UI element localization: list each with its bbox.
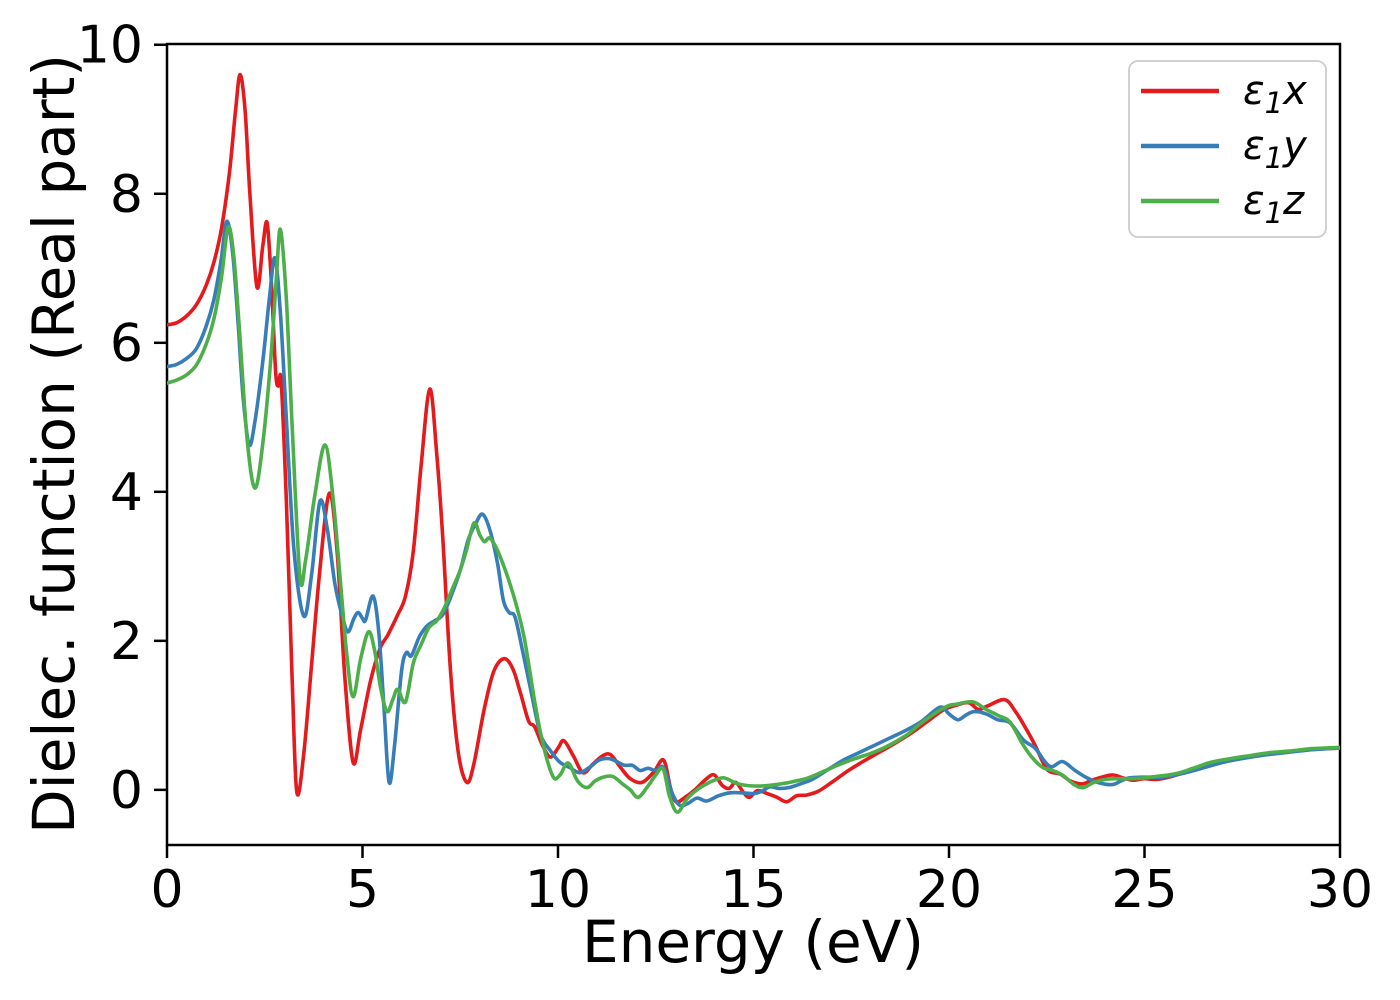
x-axis: 0 5 10 15 20 25 30 (150, 845, 1373, 920)
legend-symbol: ε (1243, 68, 1265, 114)
y-tick-label: 2 (110, 612, 143, 672)
legend-box (1128, 60, 1327, 238)
legend-subscript: 1 (1265, 196, 1283, 230)
y-axis: 0 2 4 6 8 10 (77, 16, 167, 821)
y-tick-label: 8 (110, 165, 143, 225)
legend-axis-letter: x (1281, 68, 1307, 114)
legend-subscript: 1 (1265, 141, 1283, 175)
curves (167, 72, 1340, 814)
curve-epsilon1_y (167, 219, 1340, 808)
y-tick-label: 0 (110, 761, 143, 821)
x-tick-label: 0 (150, 860, 183, 920)
y-tick-label: 6 (110, 314, 143, 374)
x-tick-label: 25 (1111, 860, 1177, 920)
legend-label-eps1y: ε1y (1243, 123, 1308, 175)
x-tick-label: 20 (916, 860, 982, 920)
legend: ε1x ε1y ε1z (1128, 60, 1327, 238)
legend-symbol: ε (1243, 123, 1265, 169)
y-axis-label: Dielec. function (Real part) (20, 54, 88, 834)
x-tick-label: 30 (1307, 860, 1373, 920)
legend-symbol: ε (1243, 178, 1265, 224)
legend-axis-letter: z (1282, 178, 1305, 224)
legend-label-eps1x: ε1x (1243, 68, 1307, 120)
legend-subscript: 1 (1265, 86, 1283, 120)
x-tick-label: 5 (346, 860, 379, 920)
legend-axis-letter: y (1282, 123, 1308, 169)
legend-label-eps1z: ε1z (1243, 178, 1305, 230)
y-tick-label: 10 (77, 16, 143, 76)
curve-epsilon1_z (167, 224, 1340, 814)
x-axis-label: Energy (eV) (582, 908, 924, 976)
x-tick-label: 15 (720, 860, 786, 920)
x-tick-label: 10 (525, 860, 591, 920)
y-tick-label: 4 (110, 463, 143, 523)
